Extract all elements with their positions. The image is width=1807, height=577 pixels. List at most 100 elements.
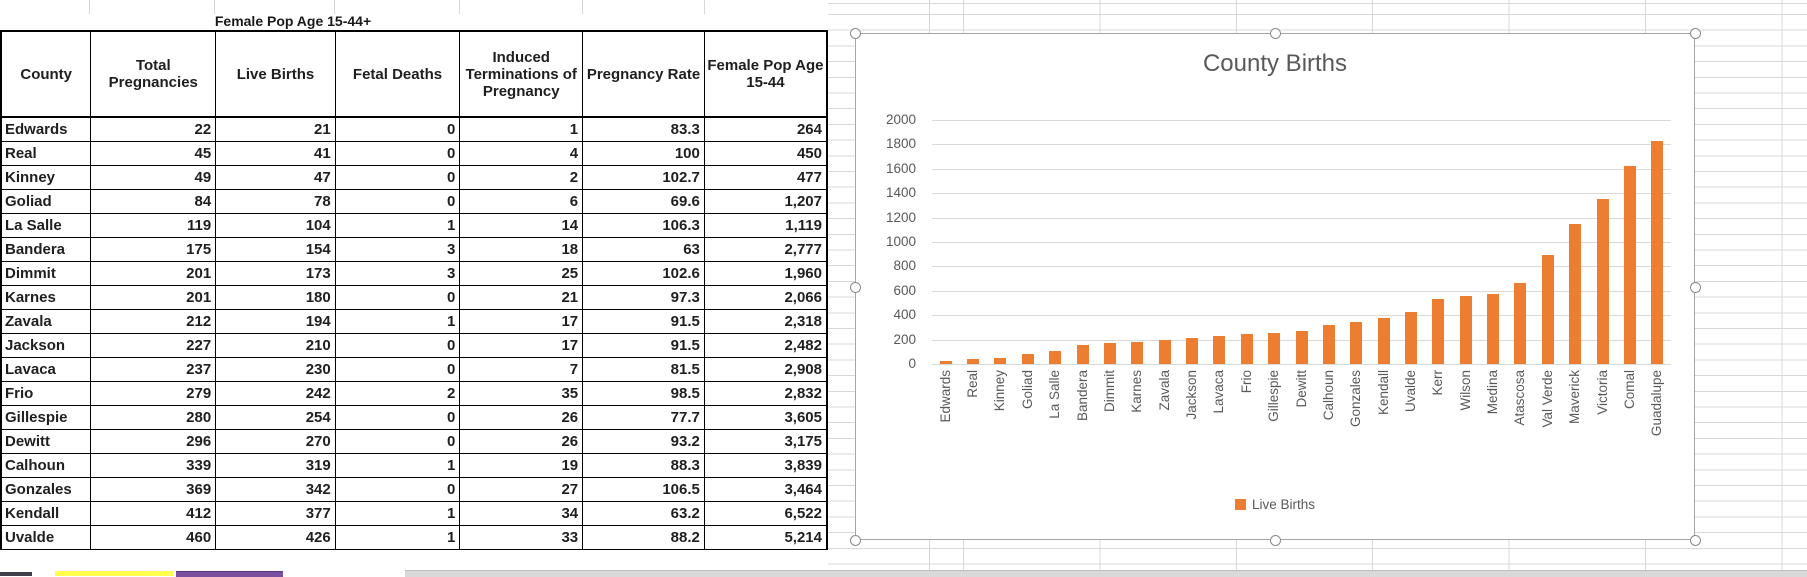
county-cell[interactable]: Jackson <box>0 332 92 358</box>
county-cell[interactable]: Gonzales <box>0 476 92 502</box>
value-cell[interactable]: 279 <box>90 380 217 406</box>
value-cell[interactable]: 33 <box>459 524 584 550</box>
value-cell[interactable]: 377 <box>215 500 336 526</box>
value-cell[interactable]: 98.5 <box>582 380 705 406</box>
column-header[interactable]: Fetal Deaths <box>334 30 461 118</box>
county-cell[interactable]: Kinney <box>0 164 92 190</box>
value-cell[interactable]: 69.6 <box>582 188 705 214</box>
bar-wilson[interactable] <box>1459 296 1472 364</box>
value-cell[interactable]: 27 <box>459 476 584 502</box>
value-cell[interactable]: 1,960 <box>703 260 828 286</box>
bar-val-verde[interactable] <box>1541 255 1554 364</box>
value-cell[interactable]: 88.3 <box>582 452 705 478</box>
x-axis-label[interactable]: Karnes <box>1129 370 1145 413</box>
value-cell[interactable]: 0 <box>334 140 461 166</box>
county-cell[interactable]: Karnes <box>0 284 92 310</box>
value-cell[interactable]: 230 <box>215 356 336 382</box>
bar-bandera[interactable] <box>1076 345 1089 364</box>
value-cell[interactable]: 319 <box>215 452 336 478</box>
county-cell[interactable]: Real <box>0 140 92 166</box>
chart-resize-handle[interactable] <box>850 281 861 293</box>
value-cell[interactable]: 426 <box>215 524 336 550</box>
bar-guadalupe[interactable] <box>1651 140 1664 364</box>
y-axis-tick-label[interactable]: 1000 <box>885 234 916 249</box>
value-cell[interactable]: 2,777 <box>703 236 828 262</box>
x-axis-label[interactable]: Edwards <box>937 370 953 423</box>
bar-dewitt[interactable] <box>1295 331 1308 364</box>
chart-title[interactable]: County Births <box>1202 50 1348 77</box>
bar-maverick[interactable] <box>1569 223 1582 364</box>
y-axis-tick-label[interactable]: 1600 <box>885 160 916 176</box>
county-cell[interactable]: Goliad <box>0 188 92 214</box>
x-axis-label[interactable]: Kerr <box>1430 370 1446 396</box>
value-cell[interactable]: 154 <box>215 236 336 262</box>
value-cell[interactable]: 0 <box>334 284 461 310</box>
value-cell[interactable]: 1 <box>334 500 461 526</box>
value-cell[interactable]: 3 <box>334 260 461 286</box>
bar-lavaca[interactable] <box>1213 335 1226 364</box>
x-axis-label[interactable]: La Salle <box>1047 370 1063 419</box>
county-cell[interactable]: Dewitt <box>0 428 92 454</box>
county-cell[interactable]: Zavala <box>0 308 92 334</box>
value-cell[interactable]: 237 <box>90 356 217 382</box>
value-cell[interactable]: 26 <box>459 404 584 430</box>
x-axis-label[interactable]: Frio <box>1238 370 1254 394</box>
x-axis-label[interactable]: Val Verde <box>1539 370 1555 428</box>
value-cell[interactable]: 21 <box>459 284 584 310</box>
value-cell[interactable]: 0 <box>334 164 461 190</box>
chart-resize-handle[interactable] <box>1690 28 1701 39</box>
value-cell[interactable]: 0 <box>334 116 461 142</box>
x-axis-label[interactable]: Dimmit <box>1101 370 1117 412</box>
bar-karnes[interactable] <box>1131 342 1144 364</box>
value-cell[interactable]: 18 <box>459 236 584 262</box>
column-header[interactable]: Live Births <box>215 30 336 118</box>
value-cell[interactable]: 254 <box>215 404 336 430</box>
value-cell[interactable]: 2 <box>334 380 461 406</box>
county-births-chart[interactable]: County Births 0 200 400 600 800 1000 1200 1400 1… <box>850 28 1701 546</box>
x-axis-label[interactable]: Dewitt <box>1293 370 1309 408</box>
value-cell[interactable]: 2,318 <box>703 308 828 334</box>
x-axis-label[interactable]: Goliad <box>1019 370 1035 410</box>
county-cell[interactable]: La Salle <box>0 212 92 238</box>
chart-resize-handle[interactable] <box>1690 535 1701 546</box>
value-cell[interactable]: 17 <box>459 332 584 358</box>
value-cell[interactable]: 35 <box>459 380 584 406</box>
value-cell[interactable]: 201 <box>90 260 217 286</box>
value-cell[interactable]: 0 <box>334 428 461 454</box>
value-cell[interactable]: 1 <box>334 452 461 478</box>
value-cell[interactable]: 45 <box>90 140 217 166</box>
county-cell[interactable]: Uvalde <box>0 524 92 550</box>
y-axis-tick-label[interactable]: 1800 <box>885 136 916 152</box>
value-cell[interactable]: 100 <box>582 140 705 166</box>
value-cell[interactable]: 3 <box>334 236 461 262</box>
value-cell[interactable]: 104 <box>215 212 336 238</box>
value-cell[interactable]: 91.5 <box>582 308 705 334</box>
value-cell[interactable]: 2,482 <box>703 332 828 358</box>
bar-jackson[interactable] <box>1186 338 1199 364</box>
value-cell[interactable]: 5,214 <box>703 524 828 550</box>
chart-resize-handle[interactable] <box>850 535 861 546</box>
value-cell[interactable]: 49 <box>90 164 217 190</box>
value-cell[interactable]: 0 <box>334 476 461 502</box>
value-cell[interactable]: 477 <box>703 164 828 190</box>
chart-resize-handle[interactable] <box>850 28 861 39</box>
value-cell[interactable]: 22 <box>90 116 217 142</box>
value-cell[interactable]: 1 <box>459 116 584 142</box>
x-axis-label[interactable]: Zavala <box>1156 370 1172 411</box>
value-cell[interactable]: 173 <box>215 260 336 286</box>
value-cell[interactable]: 412 <box>90 500 217 526</box>
value-cell[interactable]: 91.5 <box>582 332 705 358</box>
column-header[interactable]: Female Pop Age 15-44 <box>703 30 828 118</box>
county-cell[interactable]: Dimmit <box>0 260 92 286</box>
value-cell[interactable]: 2,066 <box>703 284 828 310</box>
bar-gonzales[interactable] <box>1350 322 1363 364</box>
x-axis-label[interactable]: Kendall <box>1375 370 1391 416</box>
column-header[interactable]: County <box>0 30 92 118</box>
value-cell[interactable]: 4 <box>459 140 584 166</box>
value-cell[interactable]: 3,464 <box>703 476 828 502</box>
value-cell[interactable]: 242 <box>215 380 336 406</box>
value-cell[interactable]: 175 <box>90 236 217 262</box>
y-axis-tick-label[interactable]: 1200 <box>885 209 916 225</box>
x-axis-label[interactable]: Real <box>965 370 981 398</box>
value-cell[interactable]: 1,119 <box>703 212 828 238</box>
